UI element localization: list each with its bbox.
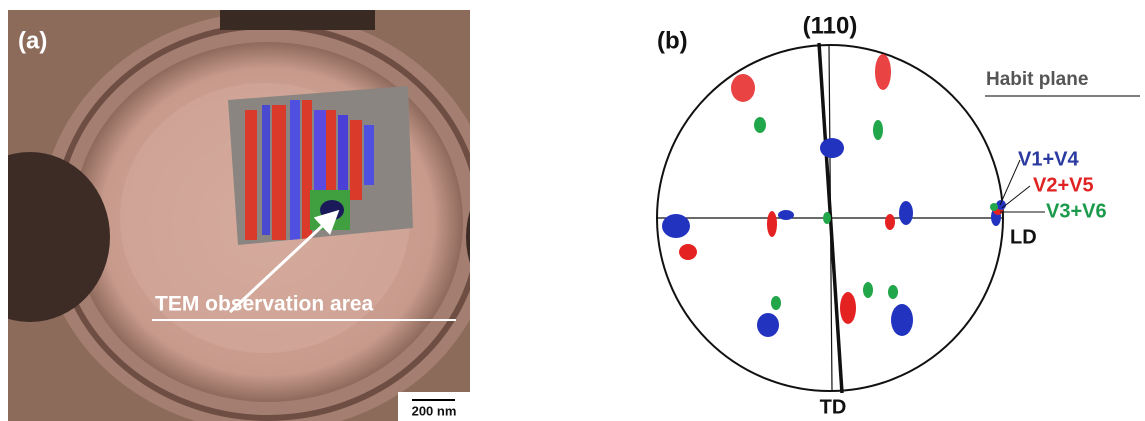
panel-label: (b): [657, 27, 688, 54]
pole-label: (110): [803, 12, 858, 39]
axis-label: TD: [820, 396, 847, 418]
direction-label: TD: [545, 59, 562, 74]
direction-label: LD: [580, 29, 597, 44]
legend-entry: V1+V4: [1018, 148, 1079, 170]
legend-title: Habit plane: [986, 69, 1088, 90]
panel-label: (a): [18, 27, 47, 54]
figure: (a) LD TD TEM observation area 200 nm: [0, 0, 1145, 421]
scale-bar-label: 200 nm: [412, 403, 457, 418]
annotation: TEM observation area: [155, 293, 374, 316]
micrograph: [0, 10, 630, 421]
legend-entry: V2+V5: [1033, 174, 1094, 196]
axis-label: LD: [1010, 226, 1037, 248]
legend-entry: V3+V6: [1046, 200, 1107, 222]
